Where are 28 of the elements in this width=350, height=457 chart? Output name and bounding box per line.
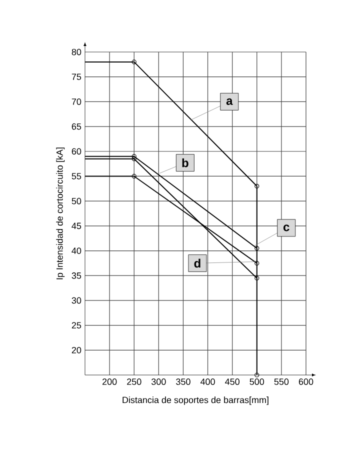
x-tick-label: 550 [274, 378, 289, 385]
x-tick-label: 250 [127, 378, 142, 385]
x-tick-label: 500 [250, 378, 264, 385]
text: c [283, 224, 290, 232]
y-tick-label: 45 [72, 222, 82, 230]
y-tick-label: 20 [72, 346, 82, 354]
x-tick-label: 200 [102, 378, 117, 385]
x-axis-title: Distancia de soportes de barras[mm] [122, 396, 268, 405]
text: d [194, 258, 200, 268]
y-tick-label: 60 [72, 148, 82, 155]
x-tick-label: 600 [298, 378, 314, 385]
y-tick-label: 75 [72, 74, 82, 80]
x-tick-label: 300 [152, 378, 166, 385]
y-tick-label: 70 [72, 98, 82, 105]
x-tick-label: 350 [176, 378, 190, 385]
y-tick-label: 50 [72, 198, 82, 204]
y-tick-label: 30 [72, 297, 82, 304]
y-tick-label: 80 [72, 48, 82, 56]
x-tick-label: 400 [200, 378, 215, 385]
y-tick-label: 65 [72, 123, 82, 130]
y-axis-title: Ip Intensidad de cortocircuito [kA] [56, 148, 65, 280]
series-label: b [182, 158, 188, 168]
text: a [226, 98, 233, 105]
y-tick-label: 55 [72, 173, 82, 180]
x-tick-label: 450 [225, 378, 240, 385]
y-tick-label: 25 [72, 322, 82, 328]
y-tick-label: 35 [72, 272, 82, 279]
y-tick-label: 40 [72, 248, 82, 254]
